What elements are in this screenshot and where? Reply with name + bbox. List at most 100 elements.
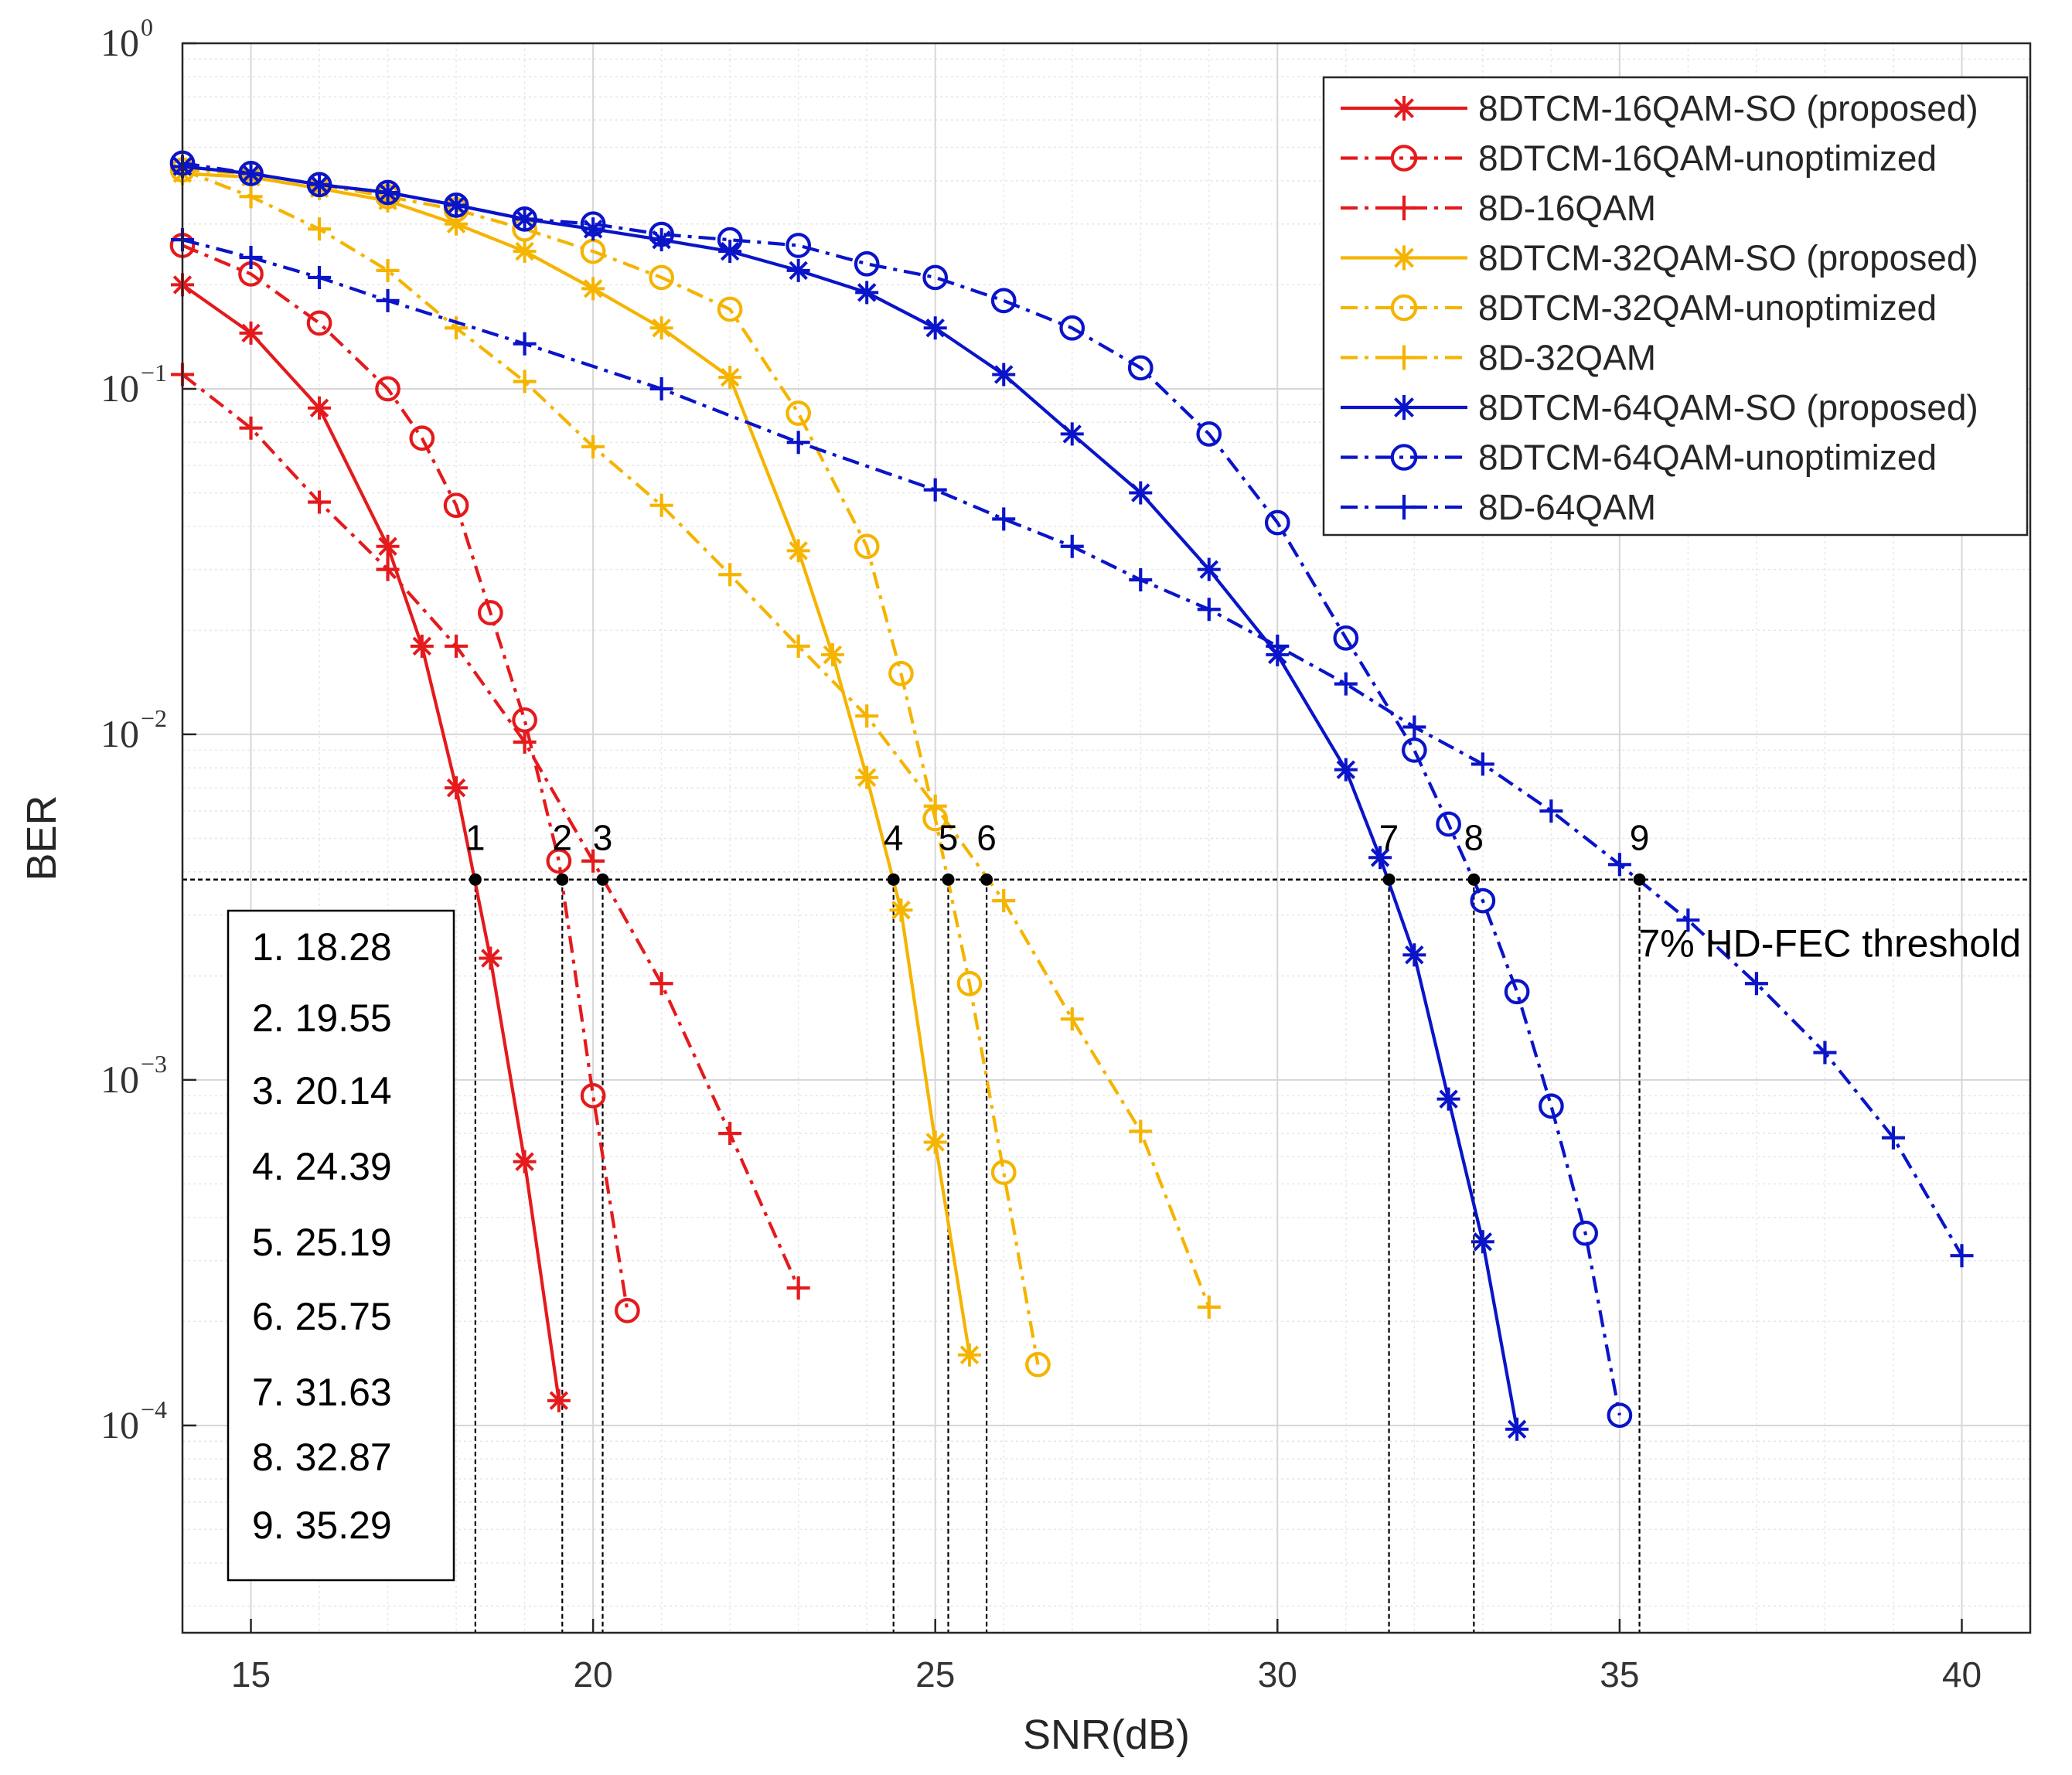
- threshold-point: [469, 873, 482, 886]
- marker-plus: [513, 370, 537, 393]
- marker-plus: [855, 704, 879, 728]
- threshold-point: [980, 873, 993, 886]
- marker-asterisk: [581, 217, 605, 241]
- marker-circle: [1025, 1351, 1051, 1378]
- value-box-entry: 4. 24.39: [252, 1145, 392, 1188]
- y-tick-label: 10 0: [101, 13, 153, 64]
- marker-asterisk: [1505, 1417, 1529, 1441]
- marker-asterisk: [1392, 395, 1416, 420]
- value-box-entry: 7. 31.63: [252, 1371, 392, 1414]
- marker-plus: [1676, 908, 1700, 932]
- marker-plus: [786, 431, 810, 455]
- marker-asterisk: [786, 539, 810, 563]
- marker-circle: [580, 1082, 606, 1109]
- series-line: [182, 168, 1040, 1365]
- marker-plus: [1060, 534, 1084, 558]
- marker-circle: [990, 1160, 1017, 1185]
- grid: [182, 43, 2031, 1633]
- marker-plus: [1881, 1126, 1905, 1150]
- marker-circle: [580, 211, 606, 237]
- marker-asterisk: [1402, 943, 1426, 967]
- marker-circle: [1390, 444, 1418, 471]
- series-line: [182, 161, 1621, 1416]
- legend-label: 8D-32QAM: [1478, 338, 1656, 378]
- marker-plus: [992, 889, 1016, 913]
- marker-plus: [376, 288, 400, 312]
- legend-entry: 8D-16QAM: [1341, 188, 1656, 228]
- threshold-point-label: 7: [1379, 818, 1399, 858]
- marker-circle: [649, 264, 674, 291]
- marker-plus: [1744, 972, 1768, 996]
- marker-circle: [409, 425, 435, 451]
- marker-asterisk: [445, 212, 469, 236]
- marker-asterisk: [308, 396, 332, 420]
- marker-circle: [1539, 1093, 1564, 1119]
- marker-asterisk: [445, 193, 469, 217]
- threshold-layer: [182, 878, 2030, 1633]
- value-box-entry: 5. 25.19: [252, 1221, 392, 1264]
- marker-plus: [923, 794, 947, 818]
- y-tick-label: 10 −4: [101, 1395, 167, 1446]
- marker-asterisk: [855, 281, 879, 305]
- marker-plus: [308, 490, 332, 514]
- marker-plus: [992, 507, 1016, 531]
- y-tick-exponent: −3: [141, 1050, 167, 1078]
- marker-circle: [477, 600, 503, 625]
- marker-circle: [1333, 625, 1359, 651]
- marker-asterisk: [513, 240, 537, 264]
- legend-label: 8DTCM-16QAM-unoptimized: [1478, 138, 1937, 179]
- marker-circle: [1436, 811, 1461, 837]
- marker-asterisk: [308, 172, 332, 196]
- series-line: [182, 168, 1211, 1308]
- legend-entry: 8DTCM-64QAM-unoptimized: [1341, 438, 1937, 478]
- marker-circle: [306, 172, 332, 198]
- marker-plus: [1813, 1041, 1837, 1065]
- threshold-point-label: 4: [884, 818, 904, 858]
- marker-circle: [854, 533, 880, 560]
- plot-frame: [181, 42, 2032, 1634]
- y-tick-base: 10: [101, 366, 139, 410]
- marker-circle: [1059, 315, 1085, 341]
- marker-asterisk: [513, 207, 537, 231]
- legend-entry: 8DTCM-32QAM-SO (proposed): [1341, 238, 1978, 278]
- marker-circle: [375, 179, 400, 206]
- marker-asterisk: [957, 1343, 981, 1367]
- marker-circle: [1504, 979, 1530, 1005]
- marker-circle: [1607, 1402, 1633, 1429]
- legend-entry: 8D-32QAM: [1341, 338, 1656, 378]
- marker-plus: [1392, 345, 1416, 370]
- marker-plus: [1392, 495, 1416, 520]
- marker-asterisk: [923, 316, 947, 340]
- legend-label: 8DTCM-32QAM-SO (proposed): [1478, 238, 1978, 278]
- marker-asterisk: [376, 534, 400, 558]
- labels-layer: 1 2 3 4 5 6 7 8 9 7% HD-FEC threshold: [465, 818, 2021, 966]
- marker-circle: [1390, 145, 1418, 172]
- marker-circle: [512, 206, 537, 232]
- legend-entry: 8DTCM-16QAM-unoptimized: [1341, 138, 1937, 179]
- threshold-point: [1467, 873, 1481, 886]
- y-tick-base: 10: [101, 1058, 139, 1101]
- legend-entry: 8DTCM-64QAM-SO (proposed): [1341, 387, 1978, 428]
- marker-circle: [854, 250, 880, 277]
- marker-asterisk: [1334, 758, 1358, 782]
- marker-plus: [308, 265, 332, 289]
- value-box-frame: [227, 909, 455, 1582]
- marker-plus: [445, 316, 469, 340]
- value-box-entry: 9. 35.29: [252, 1504, 392, 1547]
- marker-circle: [1401, 738, 1427, 763]
- marker-asterisk: [376, 180, 400, 204]
- threshold-label: 7% HD-FEC threshold: [1638, 922, 2021, 966]
- legend-frame: [1322, 76, 2029, 537]
- y-tick-base: 10: [101, 712, 139, 755]
- value-box-entry: 2. 19.55: [252, 997, 392, 1040]
- marker-asterisk: [889, 898, 913, 922]
- marker-asterisk: [1197, 557, 1221, 581]
- marker-circle: [1390, 294, 1418, 322]
- y-tick-label: 10 −3: [101, 1050, 167, 1101]
- threshold-point: [942, 873, 955, 886]
- marker-circle: [786, 233, 812, 258]
- marker-asterisk: [649, 316, 673, 340]
- marker-circle: [306, 310, 332, 336]
- y-tick-base: 10: [101, 1403, 139, 1446]
